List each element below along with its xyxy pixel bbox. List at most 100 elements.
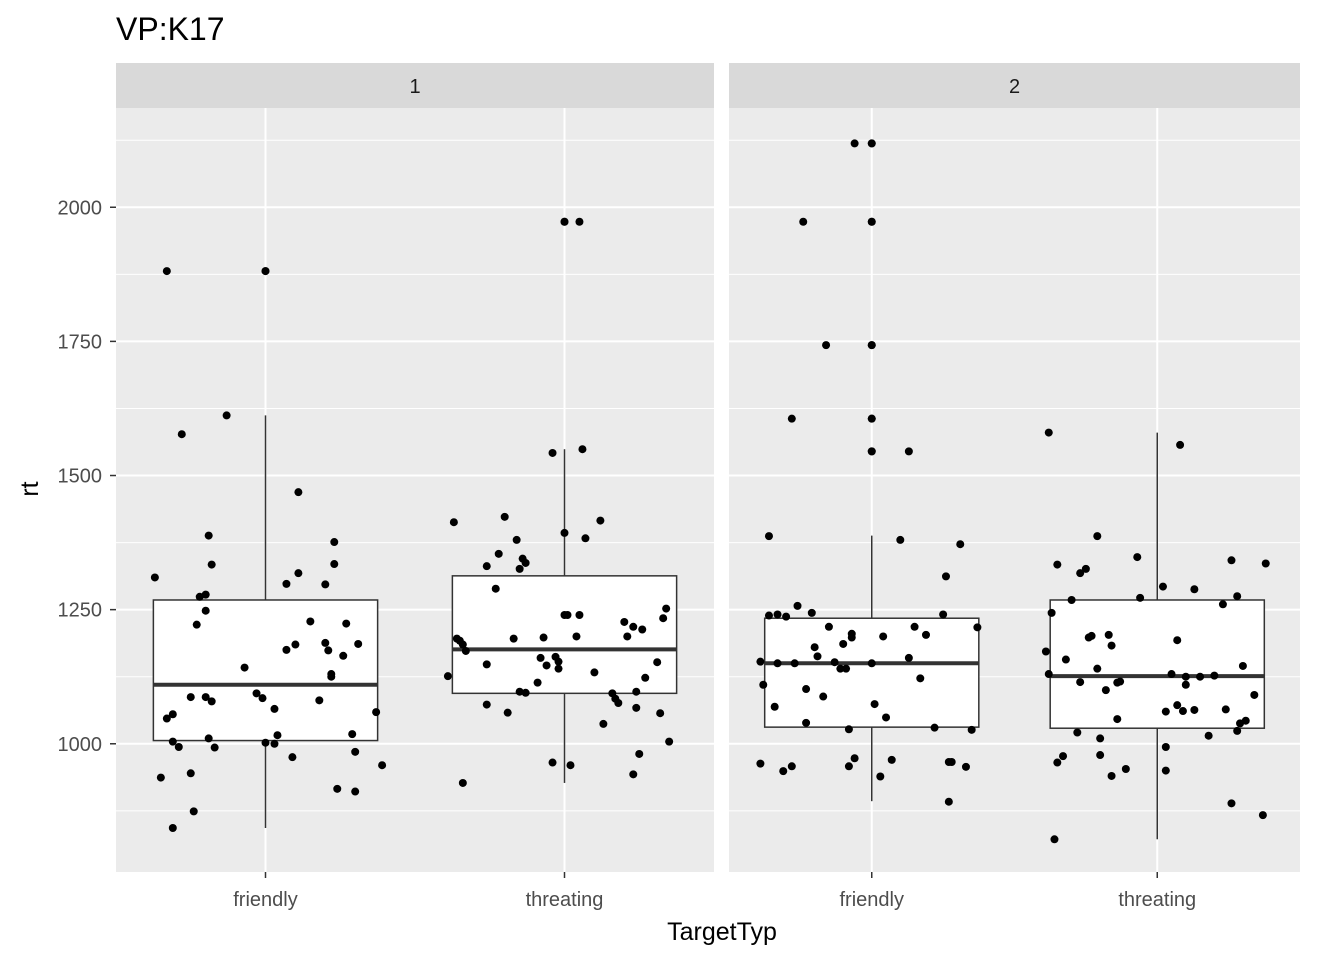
- data-point: [575, 611, 584, 620]
- data-point: [1121, 764, 1130, 773]
- data-point: [665, 737, 674, 746]
- data-point: [836, 664, 845, 673]
- x-axis-title: TargetTyp: [667, 918, 777, 946]
- data-point: [1044, 670, 1053, 679]
- data-point: [770, 702, 779, 711]
- data-point: [294, 488, 303, 497]
- data-point: [575, 217, 584, 226]
- data-point: [1158, 582, 1167, 591]
- data-point: [1096, 751, 1105, 760]
- data-point: [372, 708, 381, 717]
- data-point: [288, 753, 297, 762]
- data-point: [764, 611, 773, 620]
- data-point: [623, 632, 632, 641]
- data-point: [482, 660, 491, 669]
- data-point: [632, 703, 641, 712]
- data-point: [867, 659, 876, 668]
- data-point: [491, 584, 500, 593]
- data-point: [879, 632, 888, 641]
- data-point: [354, 639, 363, 648]
- data-point: [793, 601, 802, 610]
- data-point: [1053, 758, 1062, 767]
- data-point: [867, 447, 876, 456]
- data-point: [186, 769, 195, 778]
- data-point: [1133, 553, 1142, 562]
- data-point: [590, 668, 599, 677]
- data-point: [572, 632, 581, 641]
- data-point: [1041, 647, 1050, 656]
- data-point: [1044, 428, 1053, 437]
- data-point: [150, 573, 159, 582]
- data-point: [910, 622, 919, 631]
- data-point: [515, 687, 524, 696]
- data-point: [201, 693, 210, 702]
- data-point: [847, 629, 856, 638]
- y-tick-label: 1500: [58, 466, 103, 488]
- data-point: [1067, 595, 1076, 604]
- data-point: [162, 714, 171, 723]
- data-point: [1104, 630, 1113, 639]
- data-point: [521, 688, 530, 697]
- data-point: [810, 643, 819, 652]
- data-point: [773, 659, 782, 668]
- facet-strip: [729, 63, 1300, 108]
- data-point: [351, 747, 360, 756]
- data-point: [896, 535, 905, 544]
- data-point: [327, 670, 336, 679]
- data-point: [201, 606, 210, 615]
- data-point: [330, 538, 339, 547]
- data-point: [764, 532, 773, 541]
- data-point: [1238, 661, 1247, 670]
- data-point: [629, 770, 638, 779]
- data-point: [566, 761, 575, 770]
- data-point: [503, 708, 512, 717]
- data-point: [521, 558, 530, 567]
- data-point: [882, 713, 891, 722]
- data-point: [1050, 835, 1059, 844]
- data-point: [867, 217, 876, 226]
- data-point: [321, 638, 330, 647]
- data-point: [548, 448, 557, 457]
- data-point: [759, 680, 768, 689]
- data-point: [904, 447, 913, 456]
- data-point: [813, 652, 822, 661]
- data-point: [1173, 636, 1182, 645]
- data-point: [656, 709, 665, 718]
- data-point: [850, 139, 859, 148]
- data-point: [201, 590, 210, 599]
- data-point: [802, 685, 811, 694]
- data-point: [787, 414, 796, 423]
- data-point: [1190, 705, 1199, 714]
- data-point: [1073, 728, 1082, 737]
- data-point: [662, 604, 671, 613]
- data-point: [1204, 731, 1213, 740]
- data-point: [921, 630, 930, 639]
- data-point: [378, 761, 387, 770]
- x-tick-label: threating: [526, 889, 604, 911]
- data-point: [614, 698, 623, 707]
- data-point: [822, 341, 831, 350]
- data-point: [1116, 677, 1125, 686]
- data-point: [1136, 593, 1145, 602]
- data-point: [156, 773, 165, 782]
- data-point: [1227, 556, 1236, 565]
- data-point: [560, 217, 569, 226]
- data-point: [638, 625, 647, 634]
- panel-background: [729, 108, 1300, 872]
- data-point: [941, 572, 950, 581]
- data-point: [967, 725, 976, 734]
- data-point: [210, 743, 219, 752]
- data-point: [867, 341, 876, 350]
- data-point: [1167, 670, 1176, 679]
- data-point: [443, 672, 452, 681]
- data-point: [189, 807, 198, 816]
- boxplot-friendly: [756, 139, 982, 806]
- facet-strip-label: 2: [1009, 76, 1020, 98]
- data-point: [1227, 799, 1236, 808]
- data-point: [330, 560, 339, 569]
- data-point: [1196, 672, 1205, 681]
- data-point: [351, 787, 360, 796]
- data-point: [554, 657, 563, 666]
- data-point: [539, 633, 548, 642]
- data-point: [1258, 811, 1267, 820]
